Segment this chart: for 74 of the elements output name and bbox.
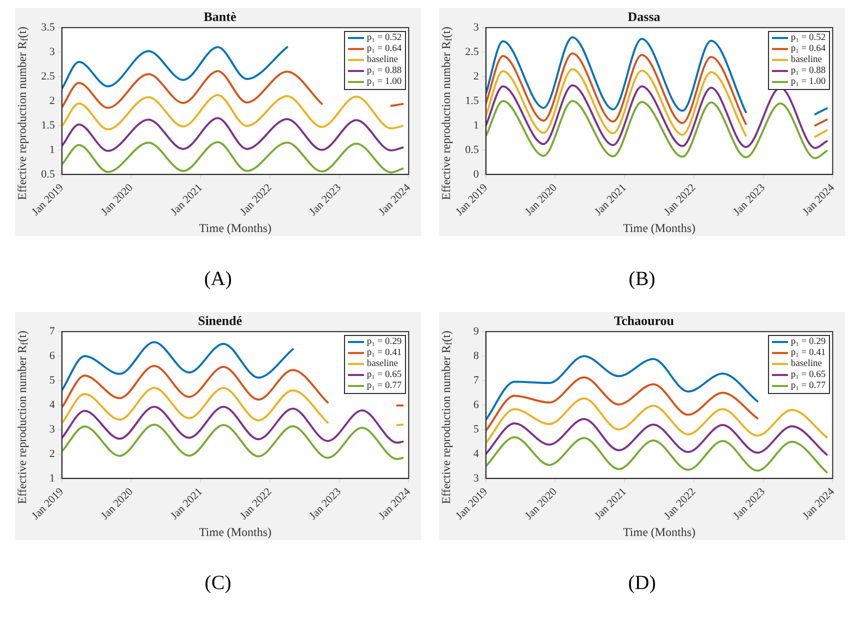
line-series <box>62 424 404 460</box>
y-tick-label: 7 <box>473 374 480 386</box>
y-tick-label: 0.5 <box>41 168 56 180</box>
line-series <box>62 341 294 392</box>
legend-label: p₁ = 0.29 <box>366 337 402 348</box>
legend-label: baseline <box>366 55 398 66</box>
y-tick-label: 3 <box>49 46 56 58</box>
chart-title: Tchaourou <box>614 313 674 328</box>
legend-label: p₁ = 1.00 <box>790 77 826 88</box>
y-tick-label: 4 <box>473 448 480 460</box>
chart-title: Bantè <box>204 9 236 24</box>
text: (C) <box>204 572 232 595</box>
legend-label: baseline <box>790 55 822 66</box>
y-tick-label: 9 <box>473 325 480 338</box>
line-series <box>486 100 828 160</box>
text: (A) <box>204 268 232 291</box>
x-axis-title: Time (Months) <box>198 220 272 235</box>
y-tick-label: 2 <box>49 94 55 107</box>
y-tick-label: 0 <box>473 168 480 180</box>
legend-label: p₁ = 0.77 <box>790 381 826 392</box>
legend-label: p₁ = 1.00 <box>366 77 402 88</box>
line-series <box>486 355 758 421</box>
legend-label: baseline <box>366 359 398 370</box>
legend-label: p₁ = 0.65 <box>790 370 826 380</box>
line-series <box>486 436 828 474</box>
y-tick-label: 3.5 <box>41 21 56 34</box>
y-tick-label: 3 <box>473 21 480 34</box>
line-series <box>62 94 404 130</box>
legend-label: p₁ = 0.52 <box>366 33 402 44</box>
line-series <box>486 84 828 149</box>
legend-label: p₁ = 0.64 <box>790 44 826 54</box>
y-tick-label: 7 <box>49 325 56 338</box>
legend-label: p₁ = 0.88 <box>366 66 402 76</box>
line-series <box>486 418 828 456</box>
legend-label: p₁ = 0.88 <box>790 66 826 76</box>
y-tick-label: 1 <box>49 472 55 484</box>
legend-label: p₁ = 0.41 <box>790 348 826 358</box>
x-axis-title: Time (Months) <box>622 220 696 235</box>
legend-label: p₁ = 0.29 <box>790 337 826 348</box>
legend-label: p₁ = 0.64 <box>366 44 402 54</box>
y-tick-label: 2.5 <box>41 70 56 82</box>
line-series <box>486 376 758 432</box>
y-tick-label: 3 <box>473 472 480 484</box>
line-series <box>486 397 828 444</box>
text: (B) <box>628 268 656 291</box>
legend-label: p₁ = 0.65 <box>366 370 402 380</box>
legend-label: p₁ = 0.77 <box>366 381 402 392</box>
y-tick-label: 3 <box>49 423 56 436</box>
legend-label: baseline <box>790 359 822 370</box>
y-tick-label: 1 <box>473 119 479 132</box>
y-tick-label: 1.5 <box>41 119 56 132</box>
legend-label: p₁ = 0.52 <box>790 33 826 44</box>
line-series <box>62 406 404 444</box>
y-tick-label: 1.5 <box>465 94 480 107</box>
line-series <box>62 46 288 90</box>
text: (D) <box>628 572 656 595</box>
y-tick-label: 1 <box>49 144 55 156</box>
y-tick-label: 2 <box>49 448 55 460</box>
line-series <box>62 141 404 174</box>
chart-title: Sinendé <box>198 313 242 328</box>
x-axis-title: Time (Months) <box>622 524 696 539</box>
y-tick-label: 2 <box>473 70 479 82</box>
chart-title: Dassa <box>628 9 661 24</box>
y-tick-label: 4 <box>49 398 56 411</box>
legend-label: p₁ = 0.41 <box>366 348 402 358</box>
y-tick-label: 6 <box>49 350 56 362</box>
y-tick-label: 2.5 <box>465 46 480 58</box>
x-axis-title: Time (Months) <box>198 524 272 539</box>
y-tick-label: 5 <box>473 423 480 436</box>
y-tick-label: 5 <box>49 374 56 386</box>
y-tick-label: 6 <box>473 398 480 411</box>
y-tick-label: 8 <box>473 350 480 362</box>
line-series <box>62 117 404 152</box>
y-tick-label: 0.5 <box>465 144 480 156</box>
